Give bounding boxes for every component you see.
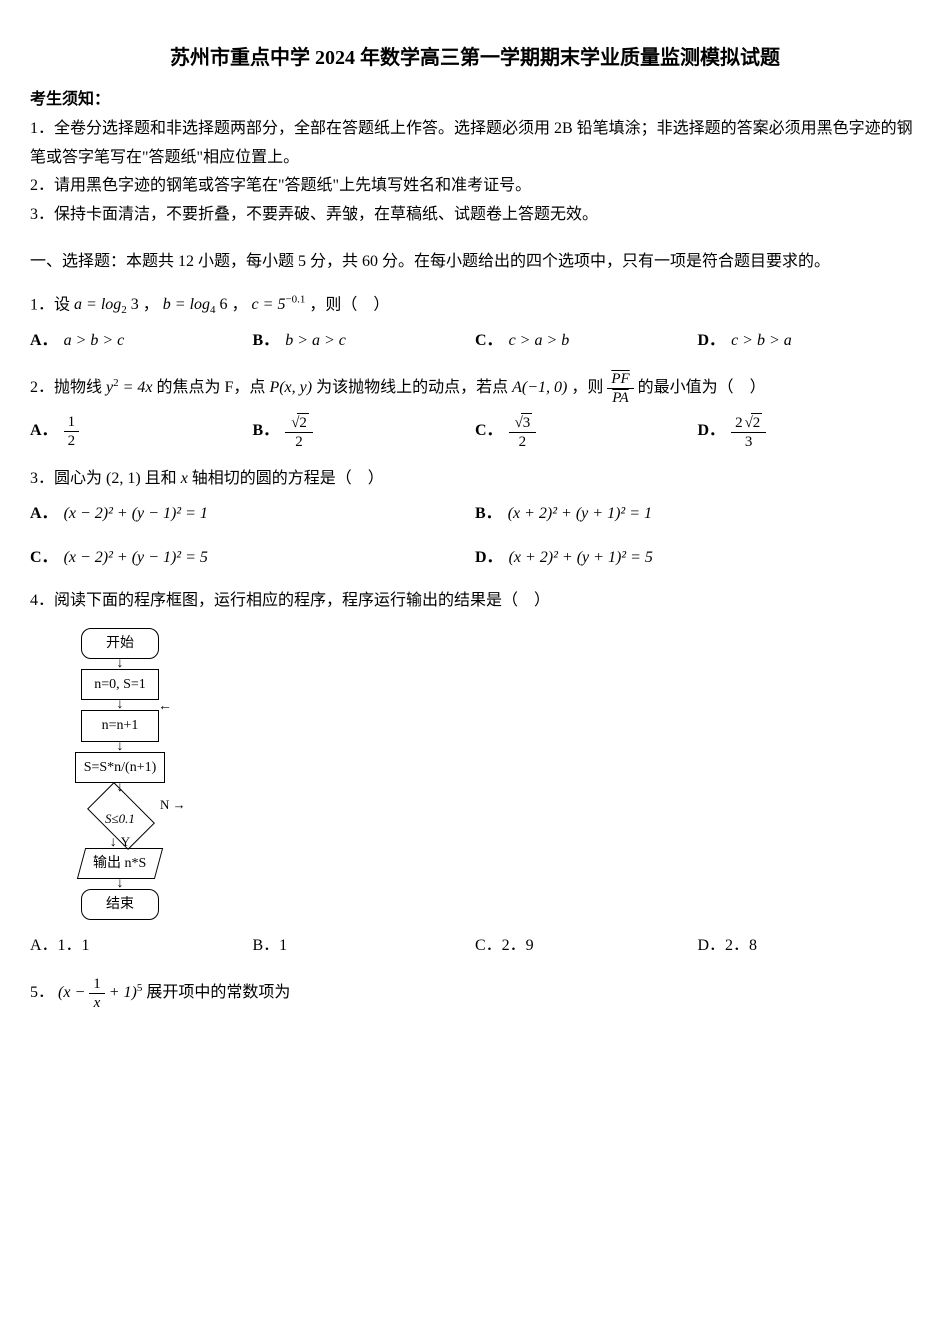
q4-opt-b-text: B．1 — [253, 932, 288, 961]
q1-comma1: ， — [143, 296, 159, 313]
q4-options: A．1．1 B．1 C．2．9 D．2．8 — [30, 932, 920, 961]
q4-option-c: C．2．9 — [475, 932, 698, 961]
q2-option-b: B． 22 — [253, 413, 476, 451]
q5-suffix: 展开项中的常数项为 — [146, 984, 290, 1001]
q2-eq4x: = 4x — [119, 379, 153, 396]
q2-c-den: 2 — [509, 433, 537, 451]
q2-a-den: 2 — [64, 432, 80, 450]
q2-d-den: 3 — [731, 433, 766, 451]
q1-a-expr: a = log — [74, 296, 121, 313]
flow-end: 结束 — [81, 889, 159, 920]
q1-option-c: C．c > a > b — [475, 327, 698, 356]
q4-option-d: D．2．8 — [698, 932, 921, 961]
flow-output: 输出 n*S — [77, 848, 163, 879]
flow-init: n=0, S=1 — [81, 669, 159, 700]
q5-exp: 5 — [137, 982, 143, 994]
q5-prefix: 5． — [30, 984, 54, 1001]
flow-update: S=S*n/(n+1) — [75, 752, 166, 783]
q1-a-arg: 3 — [127, 296, 139, 313]
q5-frac-den: x — [89, 994, 105, 1012]
q4-opt-c-text: C．2．9 — [475, 932, 534, 961]
q1-option-d: D．c > b > a — [698, 327, 921, 356]
question-4: 4．阅读下面的程序框图，运行相应的程序，程序运行输出的结果是（ ） — [30, 587, 920, 616]
q1-opt-a-text: a > b > c — [64, 327, 125, 356]
q4-option-b: B．1 — [253, 932, 476, 961]
q3-option-a: A．(x − 2)² + (y − 1)² = 1 — [30, 500, 475, 529]
notice-line-3: 3．保持卡面清洁，不要折叠，不要弄破、弄皱，在草稿纸、试题卷上答题无效。 — [30, 201, 920, 230]
question-5: 5． (x − 1x + 1)5 展开项中的常数项为 — [30, 975, 920, 1012]
q4-option-a: A．1．1 — [30, 932, 253, 961]
q2-d-num-rad: 2 — [751, 413, 763, 432]
q1-option-a: A．a > b > c — [30, 327, 253, 356]
q2-options: A． 12 B． 22 C． 32 D． 223 — [30, 413, 920, 451]
q3-mid: 且和 — [145, 470, 181, 487]
q1-opt-b-text: b > a > c — [285, 327, 346, 356]
q5-open: (x − — [58, 984, 89, 1001]
q3-prefix: 3．圆心为 — [30, 470, 106, 487]
q1-stem-suffix: ，则（ ） — [309, 296, 389, 313]
q3-opt-d-text: (x + 2)² + (y + 1)² = 5 — [509, 544, 653, 573]
q2-pxy: P(x, y) — [269, 379, 312, 396]
notice-block: 考生须知： 1．全卷分选择题和非选择题两部分，全部在答题纸上作答。选择题必须用 … — [30, 86, 920, 230]
q1-opt-c-text: c > a > b — [509, 327, 570, 356]
notice-line-2: 2．请用黑色字迹的钢笔或答字笔在"答题纸"上先填写姓名和准考证号。 — [30, 172, 920, 201]
q3-opt-b-text: (x + 2)² + (y + 1)² = 1 — [508, 500, 652, 529]
q1-c-exp: −0.1 — [285, 294, 305, 306]
q1-options: A．a > b > c B．b > a > c C．c > a > b D．c … — [30, 327, 920, 356]
flow-decision: S≤0.1 N → — [50, 793, 190, 837]
question-3: 3．圆心为 (2, 1) 且和 x 轴相切的圆的方程是（ ） — [30, 465, 920, 494]
q2-option-a: A． 12 — [30, 413, 253, 451]
q2-frac-den: PA — [607, 389, 633, 407]
q1-opt-d-text: c > b > a — [731, 327, 792, 356]
flow-yes-label: Y — [121, 834, 130, 849]
flow-start: 开始 — [81, 628, 159, 659]
question-2: 2．抛物线 y2 = 4x 的焦点为 F，点 P(x, y) 为该抛物线上的动点… — [30, 370, 920, 407]
q2-c-num: 3 — [521, 413, 533, 432]
exam-title: 苏州市重点中学 2024 年数学高三第一学期期末学业质量监测模拟试题 — [30, 40, 920, 76]
q1-stem-prefix: 1．设 — [30, 296, 70, 313]
q1-b-expr: b = log — [163, 296, 210, 313]
q2-d-num-pref: 2 — [735, 415, 743, 431]
q2-prefix: 2．抛物线 — [30, 379, 106, 396]
q2-option-d: D． 223 — [698, 413, 921, 451]
q3-option-b: B．(x + 2)² + (y + 1)² = 1 — [475, 500, 920, 529]
flow-inc: n=n+1 — [81, 710, 159, 741]
q1-comma2: ， — [232, 296, 248, 313]
q3-option-d: D．(x + 2)² + (y + 1)² = 5 — [475, 544, 920, 573]
q5-frac-num: 1 — [89, 975, 105, 994]
q3-suffix: 轴相切的圆的方程是（ ） — [192, 470, 384, 487]
q2-mid1: 的焦点为 F，点 — [157, 379, 270, 396]
q4-opt-d-text: D．2．8 — [698, 932, 758, 961]
flow-no-label: N — [160, 797, 169, 812]
q2-mid2: 为该抛物线上的动点，若点 — [316, 379, 512, 396]
q4-opt-a-text: A．1．1 — [30, 932, 90, 961]
q1-option-b: B．b > a > c — [253, 327, 476, 356]
notice-heading: 考生须知： — [30, 86, 920, 115]
q2-b-num: 2 — [297, 413, 309, 432]
section-1-heading: 一、选择题：本题共 12 小题，每小题 5 分，共 60 分。在每小题给出的四个… — [30, 248, 920, 277]
q2-frac-num: PF — [607, 370, 633, 389]
q4-stem: 4．阅读下面的程序框图，运行相应的程序，程序运行输出的结果是（ ） — [30, 592, 550, 609]
q2-a-point: A(−1, 0) — [512, 379, 567, 396]
q3-opt-a-text: (x − 2)² + (y − 1)² = 1 — [64, 500, 208, 529]
q2-suffix: 的最小值为（ ） — [638, 379, 766, 396]
q2-mid3: ，则 — [571, 379, 607, 396]
notice-line-1: 1．全卷分选择题和非选择题两部分，全部在答题纸上作答。选择题必须用 2B 铅笔填… — [30, 115, 920, 173]
q3-opt-c-text: (x − 2)² + (y − 1)² = 5 — [64, 544, 208, 573]
q2-option-c: C． 32 — [475, 413, 698, 451]
q2-b-den: 2 — [285, 433, 313, 451]
q1-c-expr: c = 5 — [252, 296, 286, 313]
q1-b-arg: 6 — [216, 296, 228, 313]
q3-option-c: C．(x − 2)² + (y − 1)² = 5 — [30, 544, 475, 573]
flowchart: 开始 ↓ n=0, S=1 ↓← n=n+1 ↓ S=S*n/(n+1) ↓ S… — [50, 628, 920, 920]
q3-options: A．(x − 2)² + (y − 1)² = 1 B．(x + 2)² + (… — [30, 494, 920, 574]
question-1: 1．设 a = log2 3 ， b = log4 6 ， c = 5−0.1 … — [30, 291, 920, 321]
q3-center: (2, 1) — [106, 470, 141, 487]
q3-x: x — [181, 470, 188, 487]
q2-a-num: 1 — [64, 413, 80, 432]
q5-close: + 1) — [109, 984, 137, 1001]
